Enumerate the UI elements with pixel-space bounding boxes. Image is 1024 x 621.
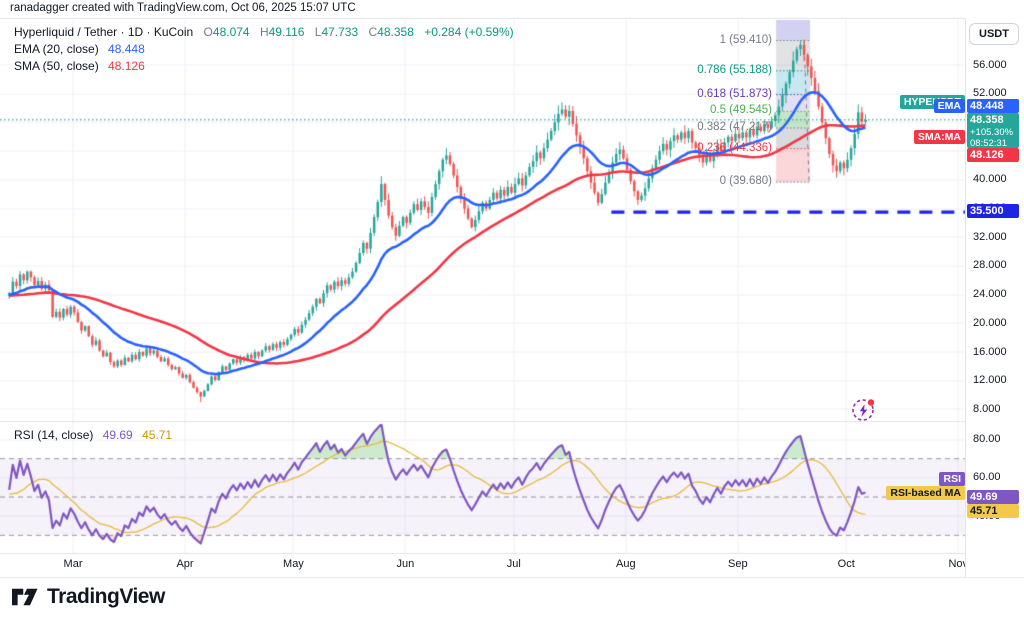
symbol-title: Hyperliquid / Tether · 1D · KuCoin xyxy=(14,25,194,39)
support-level-badge: 35.500 xyxy=(967,204,1019,218)
currency-toggle-button[interactable]: USDT xyxy=(969,23,1019,45)
ema-price-tag[interactable]: EMA xyxy=(933,99,965,113)
price-tick-label: 28.000 xyxy=(973,259,1007,272)
price-tick-label: 20.000 xyxy=(973,316,1007,329)
open-key: O xyxy=(203,25,213,39)
rsi-price-tag[interactable]: RSI xyxy=(939,472,965,486)
price-tick-label: 56.000 xyxy=(973,58,1007,71)
low-value: 47.733 xyxy=(321,25,359,39)
sma-label: SMA (50, close) xyxy=(14,59,99,73)
month-label: Jul xyxy=(506,558,521,570)
rsi-ma-price-tag[interactable]: RSI-based MA xyxy=(886,486,965,500)
sma-legend-row[interactable]: SMA (50, close) 48.126 xyxy=(14,58,514,74)
rsi-tick-label: 80.00 xyxy=(973,433,1001,446)
last-price: 48.358 xyxy=(970,114,1004,126)
rsi-value-badge: 49.69 xyxy=(967,490,1019,504)
change-value: +0.284 (+0.59%) xyxy=(424,25,514,39)
fib-level-label: 0.236 (44.336) xyxy=(697,141,772,154)
month-label: Sep xyxy=(728,558,748,570)
close-value: 48.358 xyxy=(377,25,414,39)
rsi-legend-row[interactable]: RSI (14, close) 49.69 45.71 xyxy=(14,428,172,442)
flash-events-icon[interactable] xyxy=(850,396,878,429)
month-label: Aug xyxy=(616,558,636,570)
rsi-label: RSI (14, close) xyxy=(14,428,94,442)
price-tick-label: 32.000 xyxy=(973,230,1007,243)
high-value: 49.116 xyxy=(268,25,305,39)
rsi-value: 49.69 xyxy=(102,428,133,442)
month-label: Apr xyxy=(176,558,194,570)
symbol-legend-row[interactable]: Hyperliquid / Tether · 1D · KuCoin O48.0… xyxy=(14,24,514,40)
sma-value-badge: 48.126 xyxy=(967,148,1019,162)
fib-level-label: 0 (39.680) xyxy=(719,175,772,188)
price-tick-label: 52.000 xyxy=(973,87,1007,100)
bar-countdown: 08:52:31 xyxy=(970,138,1007,149)
price-tick-label: 8.000 xyxy=(973,402,1001,415)
time-axis[interactable]: Mar Apr May Jun Jul Aug Sep Oct Nov xyxy=(0,18,1024,577)
price-tick-label: 12.000 xyxy=(973,374,1007,387)
fib-level-label: 1 (59.410) xyxy=(719,33,772,46)
rsi-ma-value-badge: 45.71 xyxy=(967,504,1019,518)
tradingview-logo[interactable]: TradingView xyxy=(12,585,165,609)
fib-level-label: 0.382 (47.217) xyxy=(697,121,772,134)
tradingview-logo-text: TradingView xyxy=(47,585,165,608)
change-percent: +105.30% xyxy=(970,126,1014,138)
month-label: Mar xyxy=(63,558,83,570)
ema-label: EMA (20, close) xyxy=(14,42,99,56)
month-label: Oct xyxy=(837,558,855,570)
price-tick-label: 16.000 xyxy=(973,345,1007,358)
price-tick-label: 24.000 xyxy=(973,288,1007,301)
price-tick-label: 40.000 xyxy=(973,173,1007,186)
month-label: May xyxy=(283,558,304,570)
fib-level-label: 0.618 (51.873) xyxy=(697,87,772,100)
low-key: L xyxy=(314,25,322,39)
month-label: Nov xyxy=(948,558,968,570)
rsi-ma-value: 45.71 xyxy=(142,428,173,442)
tradingview-logo-mark xyxy=(12,588,38,606)
high-key: H xyxy=(259,25,269,39)
chart-legend: Hyperliquid / Tether · 1D · KuCoin O48.0… xyxy=(14,24,514,75)
credit-line: ranadagger created with TradingView.com,… xyxy=(10,2,356,14)
fib-level-label: 0.786 (55.188) xyxy=(697,63,772,76)
open-value: 48.074 xyxy=(212,25,250,39)
ema-value-badge: 48.448 xyxy=(967,99,1019,113)
fib-level-label: 0.5 (49.545) xyxy=(709,104,772,117)
last-price-badge: 48.358 +105.30% 08:52:31 xyxy=(967,113,1019,149)
month-label: Jun xyxy=(396,558,415,570)
price-scale[interactable]: USDT 56.00052.00048.00044.00040.00036.00… xyxy=(965,18,1024,577)
ema-legend-row[interactable]: EMA (20, close) 48.448 xyxy=(14,41,514,57)
close-key: C xyxy=(368,25,378,39)
ema-value: 48.448 xyxy=(108,42,145,56)
rsi-tick-label: 60.00 xyxy=(973,471,1001,484)
sma-price-tag[interactable]: SMA:MA xyxy=(913,130,965,144)
sma-value: 48.126 xyxy=(108,59,145,73)
